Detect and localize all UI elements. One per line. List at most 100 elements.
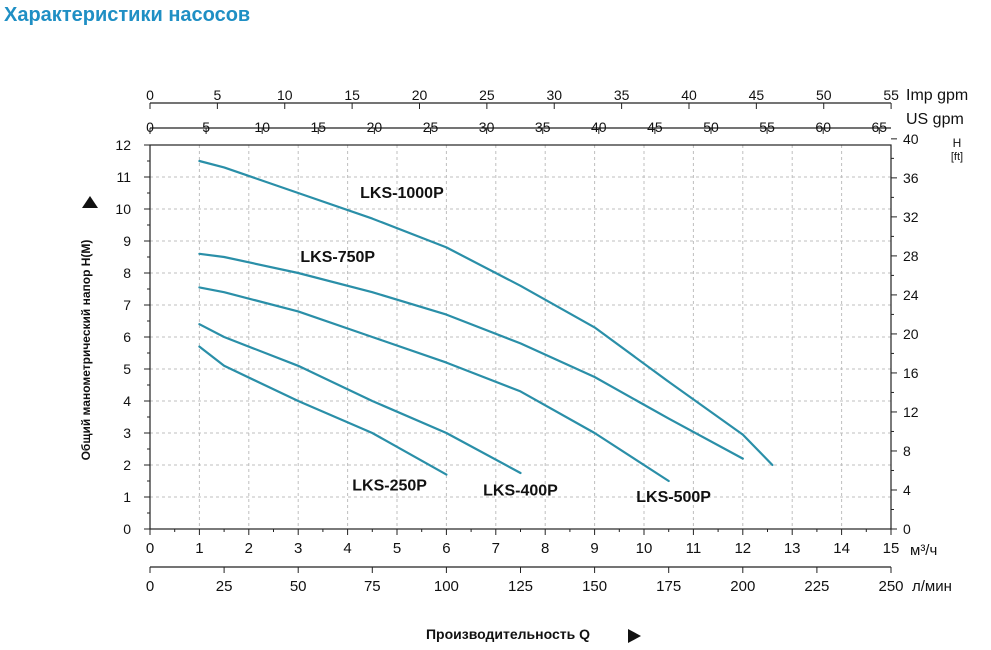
x-tick-label-imp-gpm: 50 xyxy=(816,87,832,103)
x-tick-label-us-gpm: 25 xyxy=(423,119,439,135)
x-tick-label-imp-gpm: 0 xyxy=(146,87,154,103)
y-tick-label-m: 11 xyxy=(116,169,131,185)
x-tick-label-imp-gpm: 35 xyxy=(614,87,630,103)
y-tick-label-m: 8 xyxy=(123,265,131,281)
y-tick-label-m: 10 xyxy=(115,201,131,217)
x-tick-label-m3h: 11 xyxy=(686,540,702,557)
x-tick-label-lmin: 150 xyxy=(582,578,607,595)
y-tick-label-ft: 16 xyxy=(903,365,919,381)
y-tick-label-m: 3 xyxy=(123,425,131,441)
x-tick-label-us-gpm: 55 xyxy=(759,119,775,135)
x-tick-label-m3h: 8 xyxy=(541,540,549,557)
x-unit-imp-gpm: Imp gpm xyxy=(906,87,968,104)
y-tick-label-ft: 36 xyxy=(903,170,919,186)
series-lines xyxy=(198,159,774,483)
series-line-lks-250p xyxy=(198,345,448,476)
y-tick-label-ft: 20 xyxy=(903,326,919,342)
x-tick-label-lmin: 125 xyxy=(508,578,533,595)
x-tick-label-lmin: 0 xyxy=(146,578,154,595)
x-tick-label-imp-gpm: 30 xyxy=(546,87,562,103)
y-tick-label-m: 5 xyxy=(123,361,131,377)
x-tick-label-imp-gpm: 5 xyxy=(213,87,221,103)
x-tick-label-m3h: 7 xyxy=(492,540,500,557)
x-unit-us-gpm: US gpm xyxy=(906,111,964,128)
y-tick-label-m: 4 xyxy=(123,393,131,409)
x-tick-label-lmin: 225 xyxy=(804,578,829,595)
x-tick-label-us-gpm: 5 xyxy=(202,119,210,135)
y-tick-label-ft: 28 xyxy=(903,248,919,264)
y-unit-ft-top: H xyxy=(953,136,962,150)
y-unit-ft-bottom: [ft] xyxy=(951,151,963,163)
x-tick-label-lmin: 100 xyxy=(434,578,459,595)
x-tick-label-us-gpm: 45 xyxy=(647,119,663,135)
x-tick-label-lmin: 25 xyxy=(216,578,233,595)
x-tick-label-m3h: 2 xyxy=(245,540,253,557)
y-tick-label-ft: 4 xyxy=(903,482,911,498)
y-tick-label-m: 2 xyxy=(123,457,131,473)
x-tick-label-m3h: 3 xyxy=(294,540,302,557)
x-tick-label-imp-gpm: 20 xyxy=(412,87,428,103)
y-tick-label-ft: 40 xyxy=(903,131,919,147)
x-unit-m3h: м³/ч xyxy=(910,542,937,559)
x-tick-label-m3h: 9 xyxy=(590,540,598,557)
x-tick-label-us-gpm: 10 xyxy=(254,119,270,135)
x-tick-label-m3h: 10 xyxy=(636,540,653,557)
x-tick-label-us-gpm: 65 xyxy=(872,119,888,135)
x-tick-label-m3h: 1 xyxy=(195,540,203,557)
y-tick-label-m: 9 xyxy=(123,233,131,249)
x-tick-label-us-gpm: 40 xyxy=(591,119,607,135)
y-tick-label-ft: 8 xyxy=(903,443,911,459)
y-tick-label-ft: 12 xyxy=(903,404,919,420)
x-tick-label-imp-gpm: 10 xyxy=(277,87,293,103)
x-tick-label-lmin: 175 xyxy=(656,578,681,595)
x-tick-label-us-gpm: 60 xyxy=(815,119,831,135)
series-label-lks-250p: LKS-250P xyxy=(352,478,427,495)
x-tick-label-lmin: 250 xyxy=(878,578,903,595)
x-tick-label-imp-gpm: 45 xyxy=(749,87,765,103)
x-tick-label-imp-gpm: 25 xyxy=(479,87,495,103)
x-tick-label-us-gpm: 0 xyxy=(146,119,154,135)
series-label-lks-1000p: LKS-1000P xyxy=(360,185,444,202)
series-label-lks-750p: LKS-750P xyxy=(300,249,375,266)
y-axis-arrow-icon xyxy=(82,196,98,208)
y-tick-label-m: 12 xyxy=(115,137,131,153)
x-tick-label-m3h: 6 xyxy=(442,540,450,557)
x-unit-lmin: л/мин xyxy=(912,578,952,595)
x-tick-label-m3h: 0 xyxy=(146,540,154,557)
x-tick-label-us-gpm: 30 xyxy=(479,119,495,135)
x-tick-label-m3h: 12 xyxy=(734,540,751,557)
series-line-lks-750p xyxy=(198,252,744,460)
y-tick-label-m: 0 xyxy=(123,521,131,537)
y-axis-title: Общий манометрический напор H(M) xyxy=(79,240,93,461)
y-tick-label-m: 6 xyxy=(123,329,131,345)
series-line-lks-1000p xyxy=(198,159,774,467)
series-line-lks-500p xyxy=(198,286,670,483)
x-tick-label-imp-gpm: 15 xyxy=(344,87,360,103)
series-label-lks-500p: LKS-500P xyxy=(636,489,711,506)
x-tick-label-us-gpm: 50 xyxy=(703,119,719,135)
x-tick-label-lmin: 50 xyxy=(290,578,307,595)
series-line-lks-400p xyxy=(198,323,522,475)
axis-ticks xyxy=(144,103,897,573)
x-tick-label-imp-gpm: 40 xyxy=(681,87,697,103)
y-tick-label-m: 1 xyxy=(123,489,131,505)
x-tick-label-us-gpm: 35 xyxy=(535,119,551,135)
x-tick-label-lmin: 200 xyxy=(730,578,755,595)
x-axis-title: Производительность Q xyxy=(426,626,590,642)
x-tick-label-m3h: 13 xyxy=(784,540,801,557)
x-tick-label-m3h: 5 xyxy=(393,540,401,557)
x-axis-arrow-icon xyxy=(628,629,641,643)
plot-frame xyxy=(149,144,892,530)
y-tick-label-ft: 32 xyxy=(903,209,919,225)
x-tick-label-lmin: 75 xyxy=(364,578,381,595)
page-title: Характеристики насосов xyxy=(4,4,251,26)
series-label-lks-400p: LKS-400P xyxy=(483,482,558,499)
x-tick-label-m3h: 14 xyxy=(833,540,850,557)
x-tick-label-imp-gpm: 55 xyxy=(883,87,899,103)
x-tick-label-m3h: 15 xyxy=(883,540,900,557)
y-tick-label-m: 7 xyxy=(123,297,131,313)
grid xyxy=(150,145,891,529)
y-tick-label-ft: 0 xyxy=(903,521,911,537)
x-tick-label-m3h: 4 xyxy=(343,540,351,557)
